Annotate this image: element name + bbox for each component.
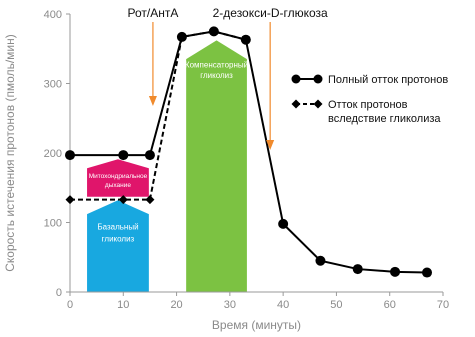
injection-label-2: 2-дезокси-D-глюкоза [213, 6, 328, 20]
axes: 0 10 20 30 40 50 60 70 0 100 200 300 400 Время (мин… [3, 9, 449, 332]
legend: Полный отток протонов Отток протонов всл… [291, 74, 448, 125]
y-tick-label: 400 [44, 9, 62, 21]
x-tick-label: 0 [67, 299, 73, 311]
injection-arrowhead-2 [266, 140, 275, 150]
y-tick-label: 200 [44, 148, 62, 160]
legend-dashed-marker-right [313, 99, 323, 109]
glycolysis-data-point [65, 195, 75, 205]
glycolysis-data-point [145, 195, 155, 205]
regions: Компенсаторный гликолиз Базальный гликол… [87, 40, 248, 292]
x-tick-label: 40 [277, 299, 289, 311]
injection-label-1: Рот/АнтА [127, 6, 178, 20]
x-tick-label: 70 [437, 299, 449, 311]
compensatory-glycolysis-region [186, 40, 247, 292]
y-tick-label: 0 [56, 287, 62, 299]
compensatory-label-line2: гликолиз [200, 71, 233, 80]
mitochondrial-respiration-region [87, 159, 149, 197]
injection-annotations: Рот/АнтА 2-дезокси-D-глюкоза [127, 6, 328, 150]
x-tick-label: 60 [384, 299, 396, 311]
glycolysis-data-point [118, 195, 128, 205]
legend-dashed-label-line1: Отток протонов [328, 99, 408, 111]
total-data-point [144, 150, 155, 161]
mito-label-line1: Митохондриальное [89, 173, 148, 180]
legend-solid-marker-right [313, 74, 323, 84]
x-axis-title: Время (минуты) [212, 318, 301, 332]
y-ticks: 0 100 200 300 400 [44, 9, 70, 299]
x-tick-label: 50 [330, 299, 342, 311]
basal-glycolysis-region [87, 200, 149, 292]
mito-label-line2: дыхание [105, 182, 131, 189]
legend-dashed-label-line2: вследствие гликолиза [328, 113, 441, 125]
legend-solid-marker-left [291, 74, 301, 84]
total-data-point [65, 150, 75, 161]
total-data-point [208, 26, 219, 37]
x-tick-label: 10 [117, 299, 129, 311]
series-layer [65, 26, 433, 278]
legend-dashed-marker-left [291, 99, 301, 109]
compensatory-label-line1: Компенсаторный [185, 61, 248, 70]
basal-label-line1: Базальный [97, 222, 138, 231]
total-data-point [315, 255, 326, 266]
total-data-point [118, 150, 129, 161]
total-data-point [176, 31, 187, 42]
total-data-point [422, 267, 433, 278]
total-data-point [240, 34, 251, 45]
x-ticks: 0 10 20 30 40 50 60 70 [67, 292, 449, 311]
basal-label-line2: гликолиз [102, 234, 135, 243]
y-tick-label: 300 [44, 79, 62, 91]
total-data-point [390, 266, 401, 277]
x-tick-label: 30 [224, 299, 236, 311]
legend-solid-label: Полный отток протонов [328, 74, 448, 86]
total-data-point [352, 264, 363, 275]
x-tick-label: 20 [170, 299, 182, 311]
y-tick-label: 100 [44, 218, 62, 230]
injection-arrowhead-1 [148, 96, 157, 106]
total-data-point [278, 218, 289, 229]
y-axis-title: Скорость истечения протонов (пмоль/мин) [3, 34, 17, 272]
